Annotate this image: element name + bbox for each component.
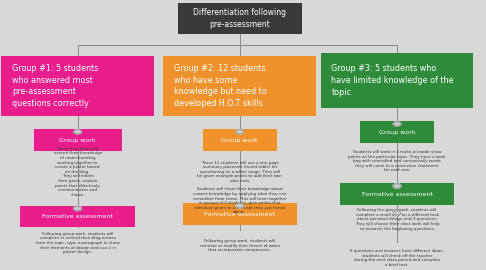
Text: These 5 students will
extend their knowledge
of understanding,
working together : These 5 students will extend their knowl… xyxy=(53,147,102,197)
Circle shape xyxy=(236,204,243,208)
Text: Students will work in 3 make-or-mode show
points on the particular topic. They h: Students will work in 3 make-or-mode sho… xyxy=(348,150,446,173)
Text: Following the group work, students will
complete a small quiz on a different tas: Following the group work, students will … xyxy=(355,208,439,231)
Circle shape xyxy=(236,130,243,134)
Text: Following group work, students will
recreate or modify their theme of water
that: Following group work, students will recr… xyxy=(200,239,280,252)
FancyBboxPatch shape xyxy=(34,129,122,151)
Text: Formative assessment: Formative assessment xyxy=(204,211,275,217)
FancyBboxPatch shape xyxy=(183,203,297,225)
Text: Students will share their knowledge about
current knowledge by applying what the: Students will share their knowledge abou… xyxy=(193,187,287,214)
Text: Group work: Group work xyxy=(222,137,258,143)
Circle shape xyxy=(393,184,401,188)
Text: Group #2: 12 students
who have some
knowledge but need to
developed H.O.T skills: Group #2: 12 students who have some know… xyxy=(174,64,267,108)
Text: Formative assessment: Formative assessment xyxy=(362,192,433,197)
Circle shape xyxy=(74,206,82,211)
Text: Group work: Group work xyxy=(59,137,96,143)
Text: These 12 students will use a one page
summary placemat (round-table) for
questio: These 12 students will use a one page su… xyxy=(197,161,282,183)
FancyBboxPatch shape xyxy=(203,129,277,151)
Circle shape xyxy=(236,204,243,208)
FancyBboxPatch shape xyxy=(1,56,154,116)
Circle shape xyxy=(393,122,401,126)
Text: Group #3: 5 students who
have limited knowledge of the
topic: Group #3: 5 students who have limited kn… xyxy=(331,64,454,97)
FancyBboxPatch shape xyxy=(163,56,316,116)
Text: Group work: Group work xyxy=(379,130,416,135)
Circle shape xyxy=(393,211,401,215)
FancyBboxPatch shape xyxy=(178,3,302,34)
Circle shape xyxy=(74,206,82,211)
FancyBboxPatch shape xyxy=(20,206,135,228)
Text: Group #1: 5 students
who answered most
pre-assessment
questions correctly: Group #1: 5 students who answered most p… xyxy=(12,64,98,108)
FancyBboxPatch shape xyxy=(340,183,454,205)
FancyBboxPatch shape xyxy=(360,121,434,143)
Text: Differentiation following
pre-assessment: Differentiation following pre-assessment xyxy=(193,8,286,29)
Text: Following group work, students will
complete or extend their blog entries
from t: Following group work, students will comp… xyxy=(36,232,120,254)
Circle shape xyxy=(393,184,401,188)
Text: If questions and answers have different ideas,
students will check off the teach: If questions and answers have different … xyxy=(350,249,444,267)
FancyBboxPatch shape xyxy=(321,53,473,108)
Circle shape xyxy=(74,130,82,134)
Text: Formative assessment: Formative assessment xyxy=(42,214,113,219)
